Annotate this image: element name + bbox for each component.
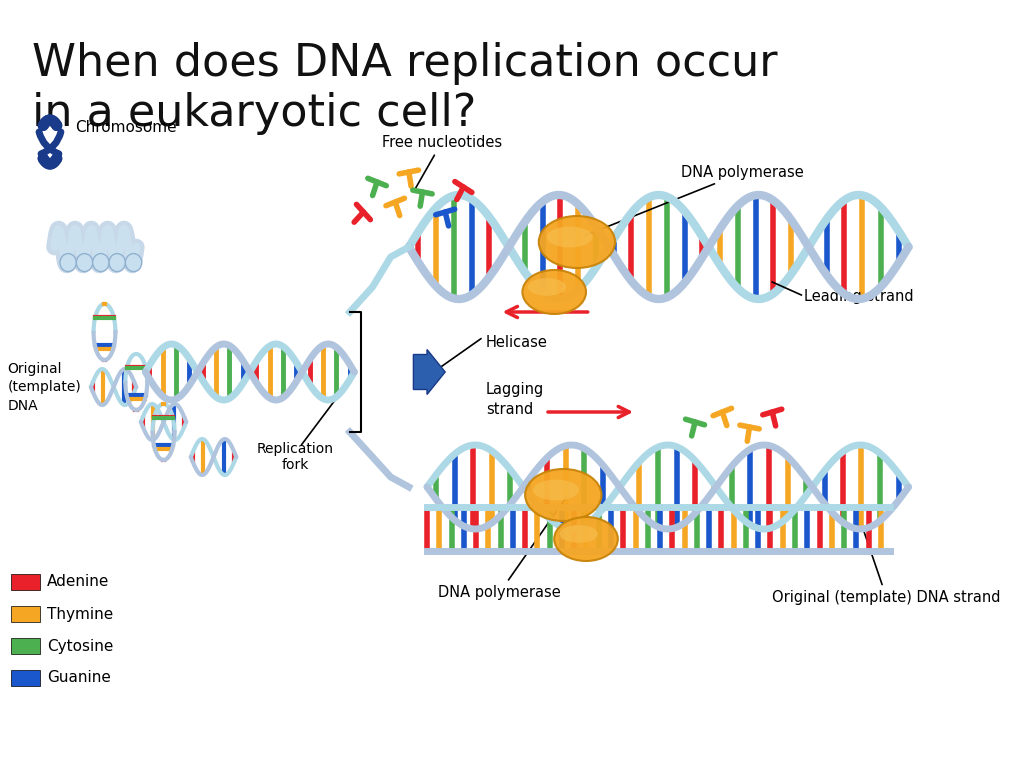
Text: When does DNA replication occur
in a eukaryotic cell?: When does DNA replication occur in a euk… [32, 42, 777, 135]
FancyBboxPatch shape [11, 670, 40, 686]
Circle shape [77, 254, 92, 272]
Text: Original
(template)
DNA: Original (template) DNA [7, 362, 81, 413]
FancyBboxPatch shape [11, 574, 40, 590]
Ellipse shape [539, 216, 615, 268]
Circle shape [60, 254, 77, 272]
Text: Original (template) DNA strand: Original (template) DNA strand [772, 532, 1000, 605]
Text: Cytosine: Cytosine [47, 638, 114, 653]
Ellipse shape [525, 469, 601, 521]
Text: Lagging
strand: Lagging strand [486, 382, 545, 416]
Text: Thymine: Thymine [47, 607, 114, 621]
Ellipse shape [554, 517, 617, 561]
Text: Chromosome: Chromosome [76, 120, 177, 134]
Circle shape [109, 254, 125, 272]
Text: DNA polymerase: DNA polymerase [438, 497, 566, 600]
Ellipse shape [534, 479, 579, 500]
FancyBboxPatch shape [11, 606, 40, 622]
Text: Leading strand: Leading strand [804, 289, 913, 304]
Circle shape [92, 254, 109, 272]
Circle shape [125, 254, 141, 272]
Ellipse shape [527, 278, 566, 296]
Text: Helicase: Helicase [486, 335, 548, 350]
Ellipse shape [547, 226, 593, 248]
FancyBboxPatch shape [11, 638, 40, 654]
Text: Replication
fork: Replication fork [257, 442, 334, 472]
Text: Guanine: Guanine [47, 670, 112, 686]
Text: Adenine: Adenine [47, 574, 110, 590]
Ellipse shape [560, 525, 598, 543]
Text: DNA polymerase: DNA polymerase [584, 165, 804, 236]
Ellipse shape [522, 270, 586, 314]
Text: Free nucleotides: Free nucleotides [382, 135, 502, 189]
FancyArrow shape [414, 350, 445, 394]
